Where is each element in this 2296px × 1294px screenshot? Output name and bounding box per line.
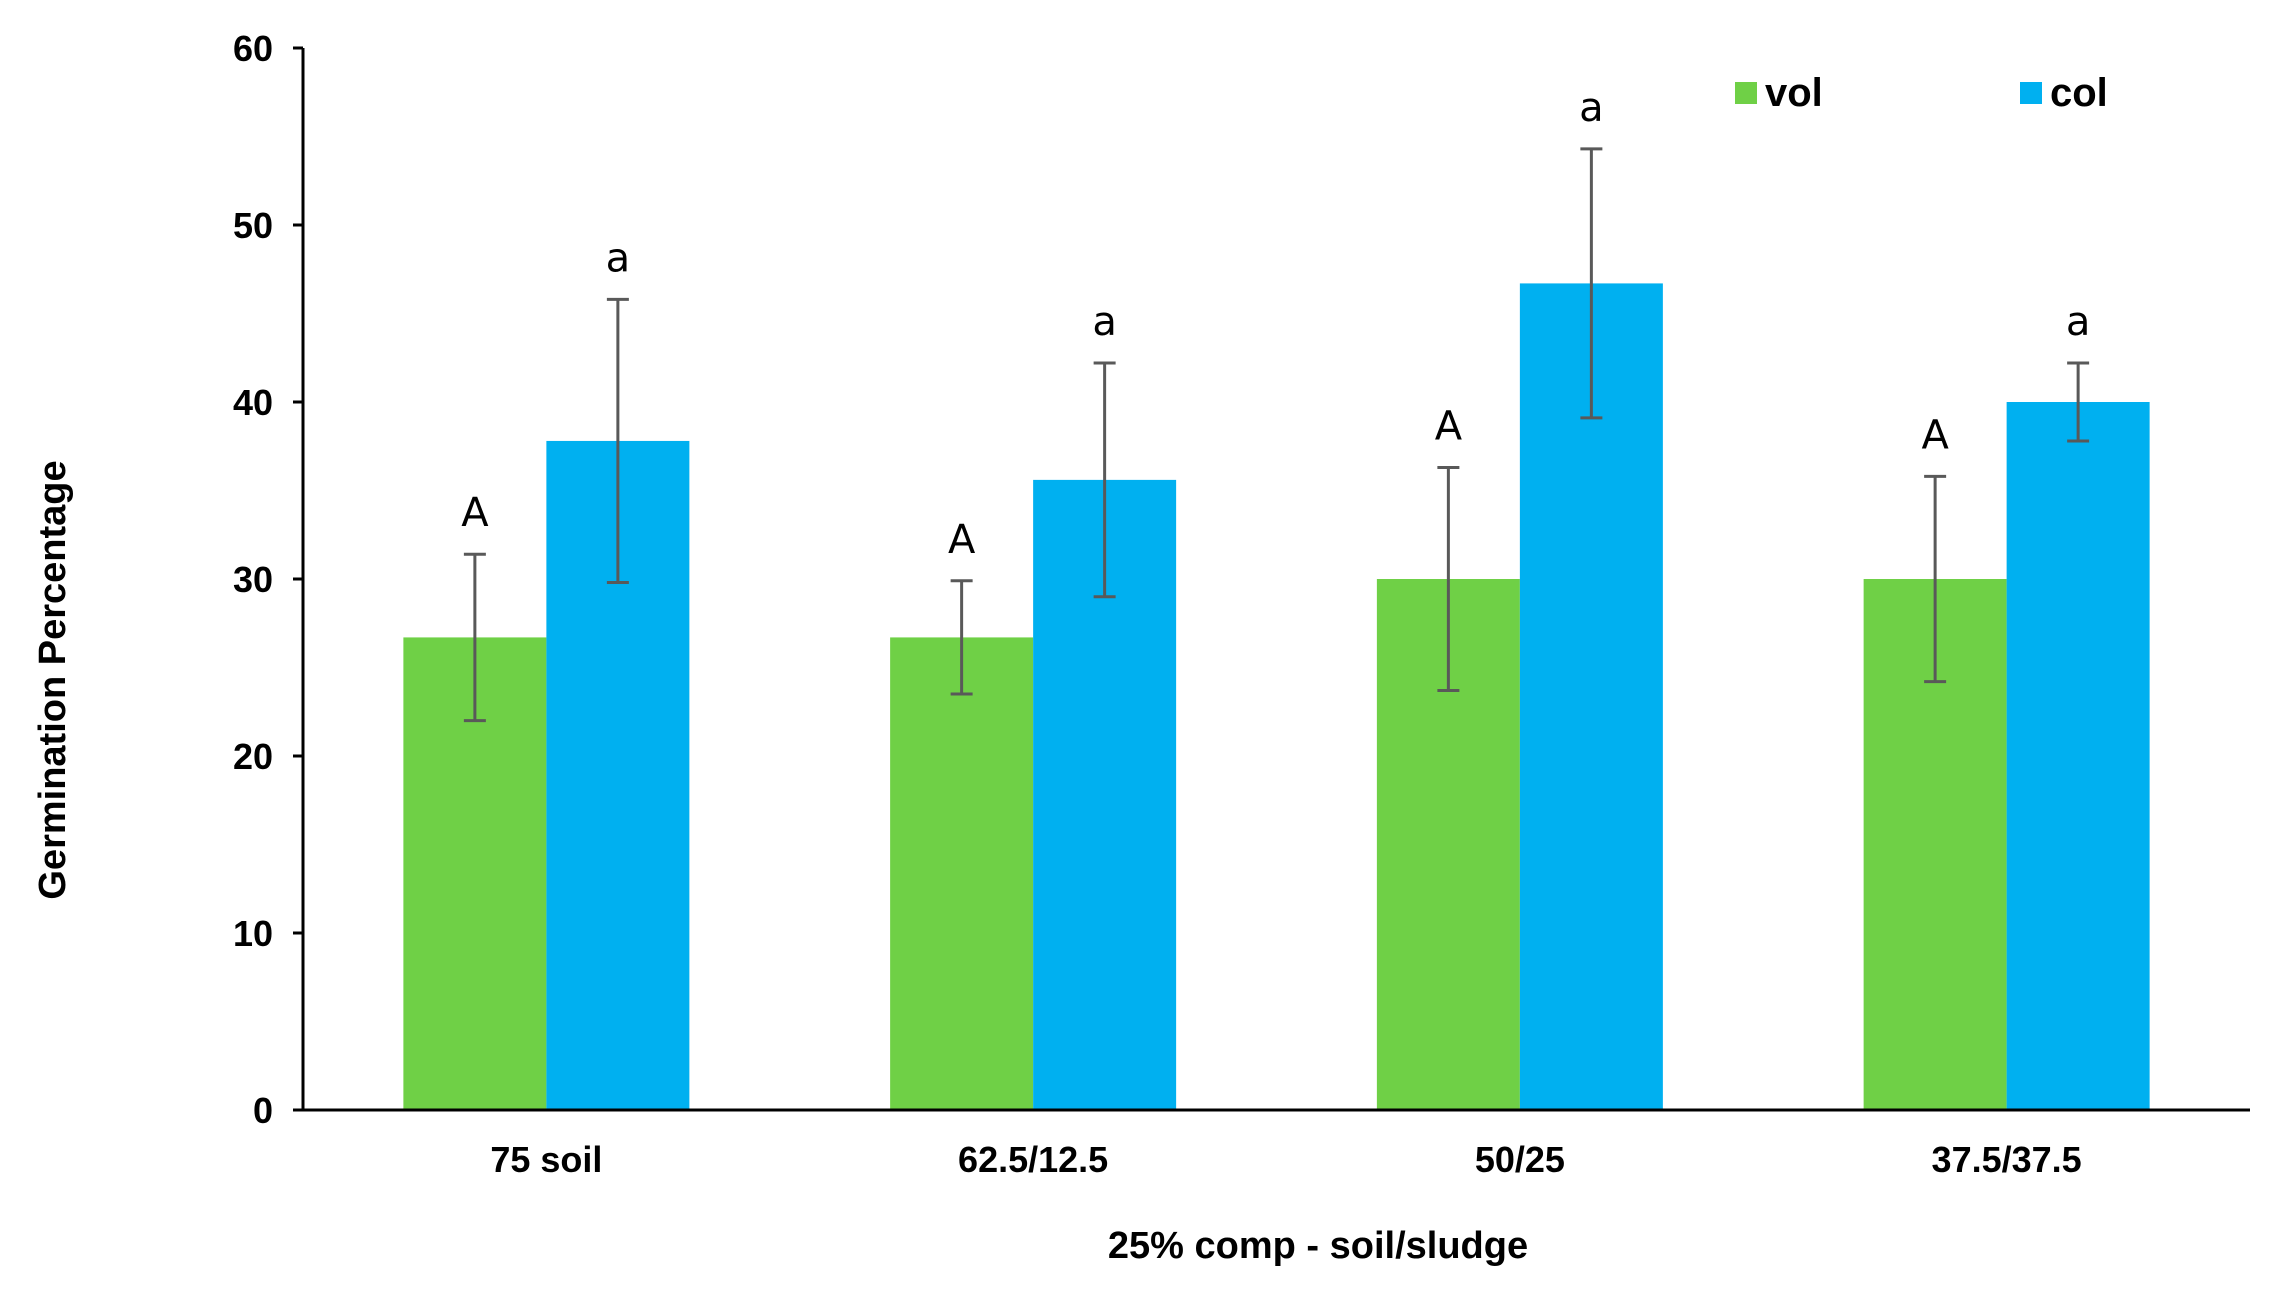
bar-col (2006, 402, 2150, 1110)
bar-col (1519, 283, 1663, 1110)
legend-swatch-vol (1735, 82, 1757, 104)
y-axis-title: Germination Percentage (32, 460, 74, 899)
bars (403, 283, 2150, 1110)
y-axis: 0 10 20 30 40 50 60 (233, 28, 305, 1131)
x-tick-label: 37.5/37.5 (1932, 1139, 2082, 1180)
legend-label-vol: vol (1765, 71, 1823, 115)
y-tick-label: 0 (253, 1090, 273, 1131)
x-axis-title: 25% comp - soil/sludge (1108, 1225, 1528, 1267)
x-tick-label: 62.5/12.5 (958, 1139, 1108, 1180)
significance-label-vol: A (1435, 403, 1463, 449)
x-tick-label: 75 soil (490, 1139, 602, 1180)
legend-swatch-col (2020, 82, 2042, 104)
y-tick-label: 50 (233, 205, 273, 246)
bar-vol (890, 637, 1034, 1110)
significance-label-col: a (606, 235, 631, 281)
y-tick-label: 20 (233, 736, 273, 777)
y-tick-label: 40 (233, 382, 273, 423)
y-tick-label: 30 (233, 559, 273, 600)
significance-label-vol: A (1921, 412, 1949, 458)
legend: vol col (1735, 71, 2108, 115)
y-tick-label: 10 (233, 913, 273, 954)
significance-label-col: a (1579, 85, 1604, 131)
significance-label-col: a (1092, 299, 1117, 345)
x-axis: 75 soil 62.5/12.5 50/25 37.5/37.5 (303, 1108, 2250, 1180)
significance-label-vol: A (948, 517, 976, 563)
y-tick-label: 60 (233, 28, 273, 69)
significance-label-vol: A (461, 490, 489, 536)
error-bars (463, 147, 2090, 723)
legend-label-col: col (2050, 71, 2108, 115)
x-tick-label: 50/25 (1475, 1139, 1565, 1180)
significance-label-col: a (2066, 299, 2091, 345)
significance-labels: Aa Aa Aa Aa (461, 85, 2090, 563)
